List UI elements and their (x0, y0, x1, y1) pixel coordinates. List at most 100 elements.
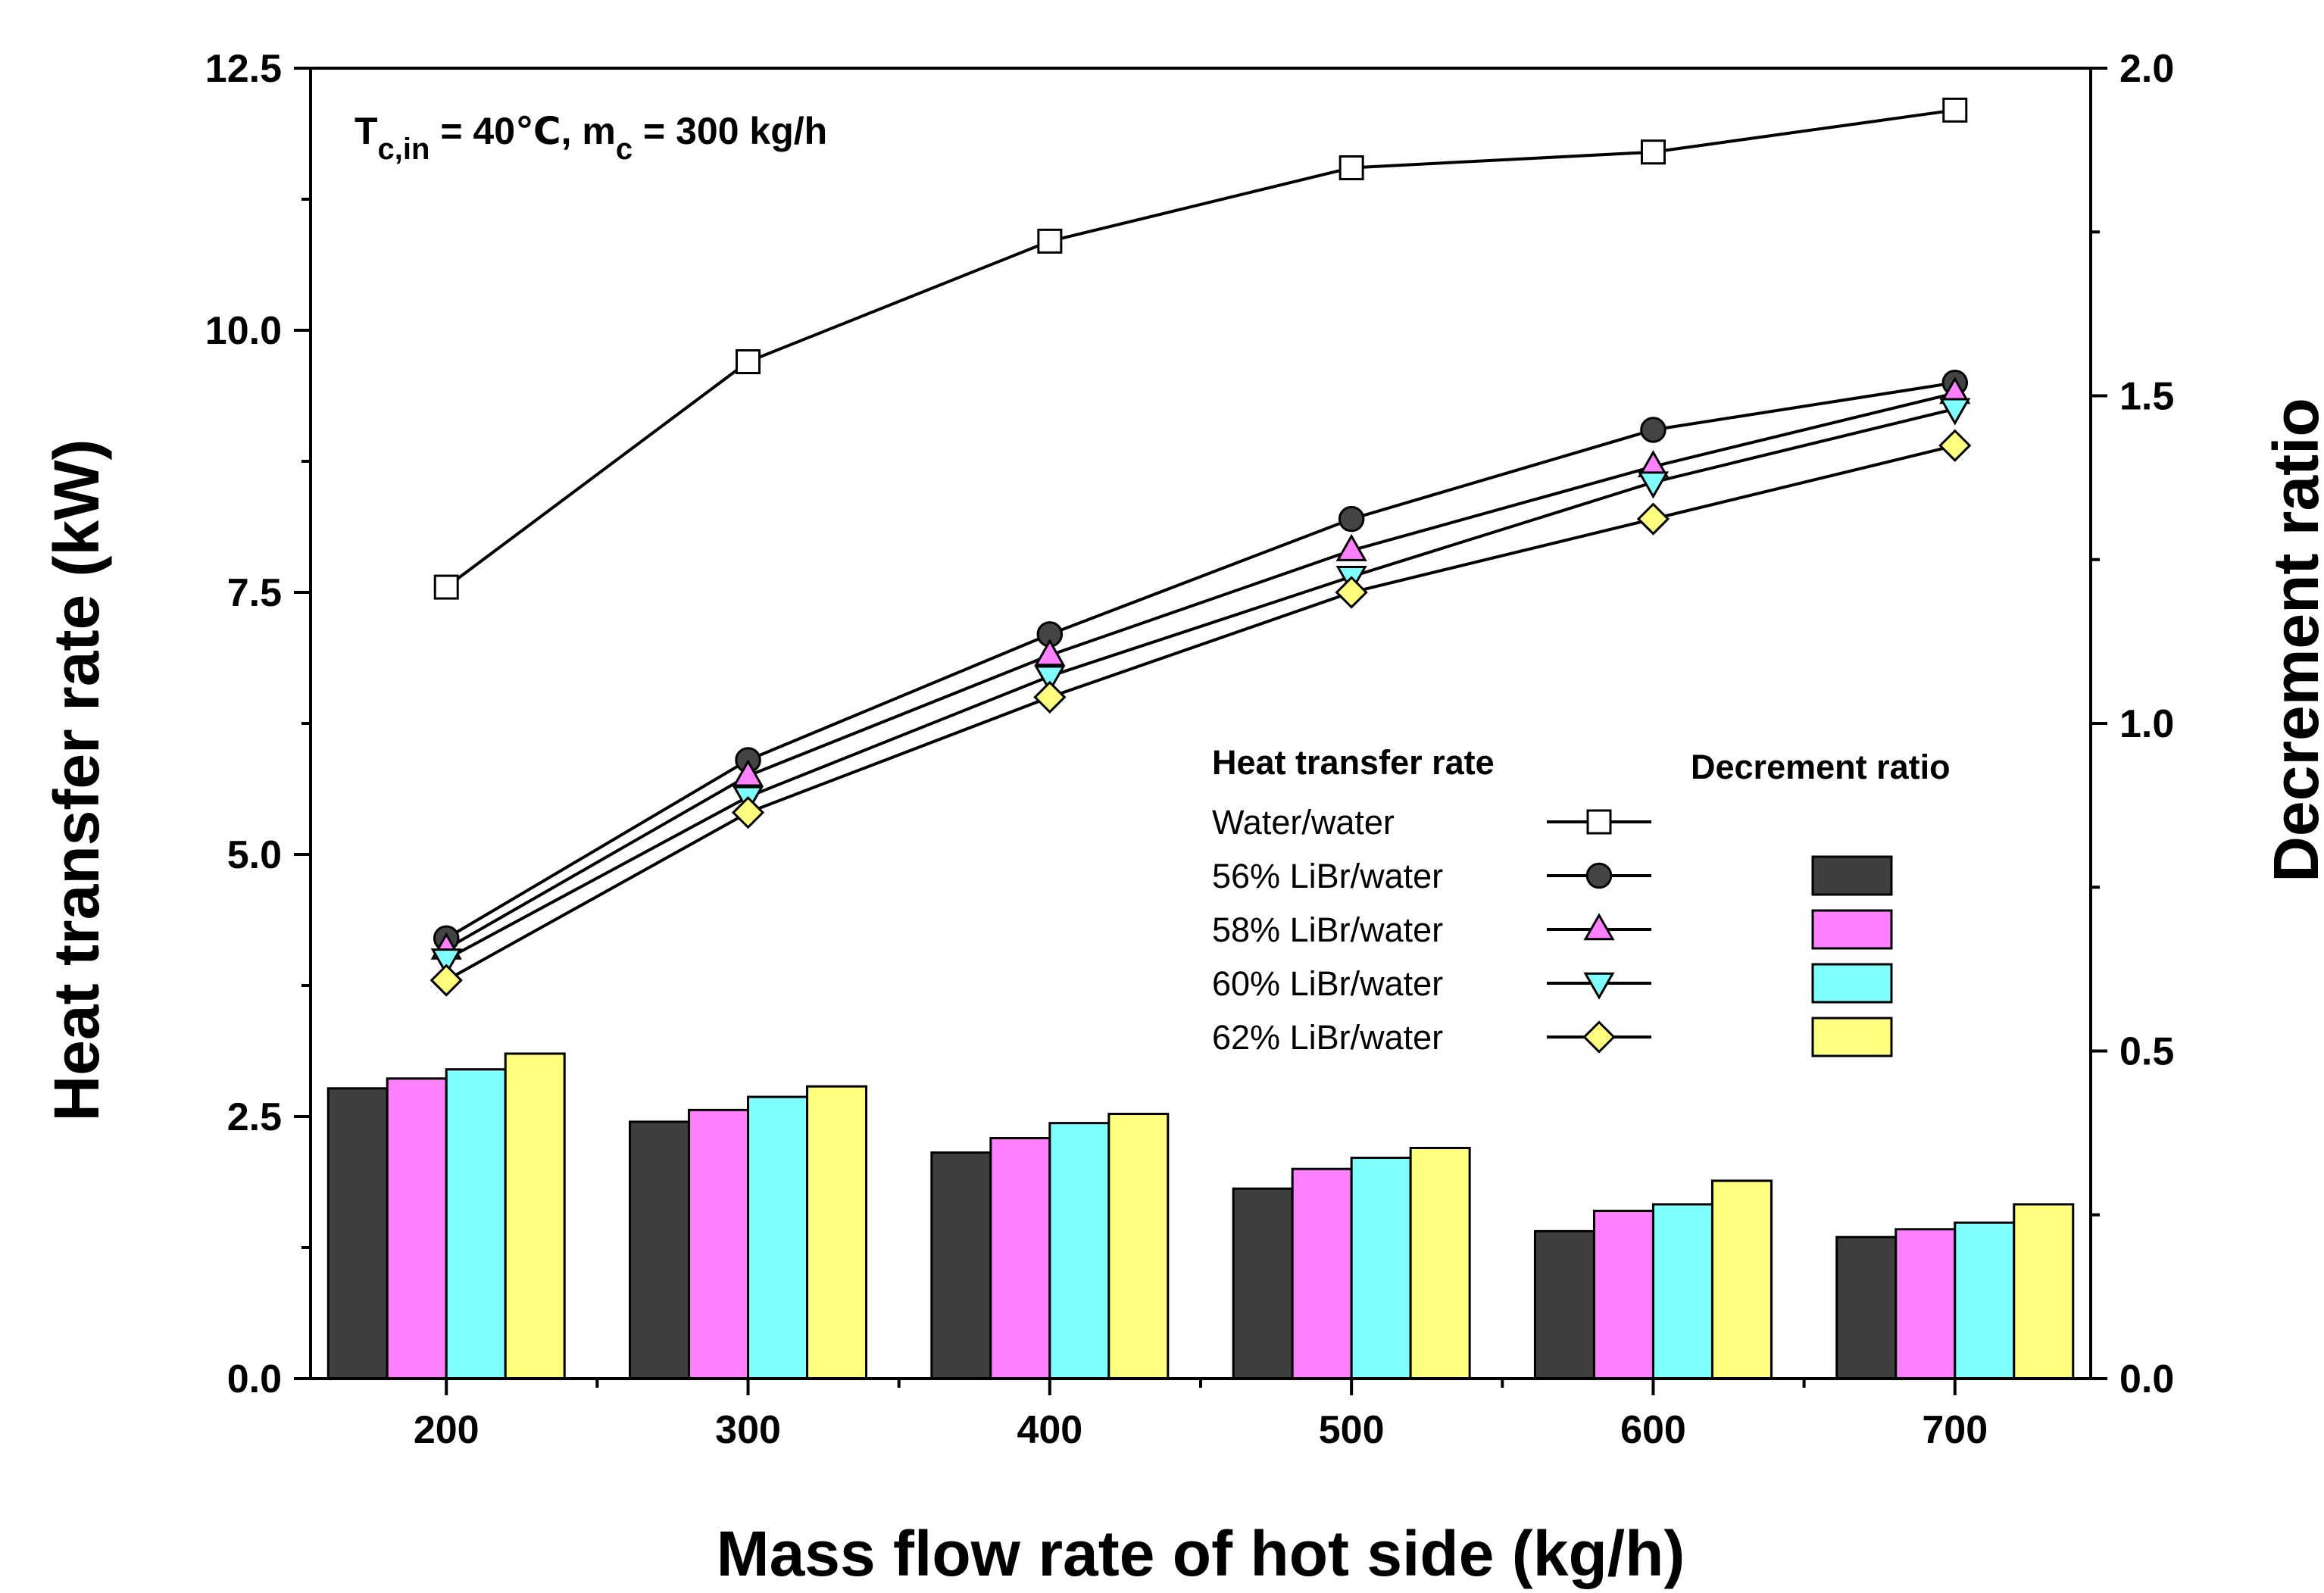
y-right-axis-title: Decrement ratio (2260, 398, 2324, 882)
point-60-libr-water-600 (1637, 471, 1670, 499)
plot-frame (309, 67, 2092, 1380)
y-right-tick-label: 0.5 (2119, 1030, 2174, 1074)
legend-marker-60-libr-water (1583, 972, 1615, 1000)
point-58-libr-water-500 (1335, 533, 1367, 561)
m-value: = 300 kg/h (633, 110, 827, 152)
point-58-libr-water-300 (732, 759, 764, 787)
point-60-libr-water-400 (1034, 665, 1066, 693)
y-right-tick-label: 0.0 (2119, 1357, 2174, 1401)
lines-layer (445, 108, 1956, 982)
point-58-libr-water-400 (1034, 639, 1066, 667)
point-62-libr-water-400 (1033, 680, 1067, 714)
bar-56-libr-water-600 (1533, 1229, 1595, 1380)
x-tick-label: 700 (1922, 1408, 1988, 1452)
y-left-tick-label: 0.0 (227, 1357, 282, 1401)
bar-62-libr-water-400 (1107, 1113, 1170, 1380)
bars-layer (326, 1052, 2075, 1380)
bar-62-libr-water-600 (1710, 1179, 1773, 1380)
legend-marker-56-libr-water (1585, 862, 1613, 889)
legend-label-60-libr-water: 60% LiBr/water (1212, 964, 1443, 1003)
bar-60-libr-water-300 (747, 1095, 809, 1380)
line-62-libr-water (445, 444, 1956, 982)
line-60-libr-water (445, 407, 1956, 961)
m-subscript: c (616, 133, 633, 166)
bar-60-libr-water-600 (1651, 1203, 1713, 1380)
bar-62-libr-water-500 (1409, 1147, 1471, 1380)
line-56-libr-water (445, 381, 1956, 940)
point-water-water-500 (1338, 155, 1364, 180)
y-left-axis-title: Heat transfer rate (kW) (41, 439, 112, 1122)
legend: Heat transfer rate Decrement ratio Water… (1212, 743, 1951, 1057)
point-water-water-300 (736, 349, 761, 375)
x-tick-label: 300 (715, 1408, 781, 1452)
y-right-tick-label: 2.0 (2119, 47, 2174, 91)
bar-60-libr-water-400 (1048, 1122, 1110, 1380)
markers-layer (430, 97, 1972, 997)
bar-62-libr-water-700 (2013, 1203, 2075, 1380)
y-left-tick-label: 5.0 (227, 833, 282, 877)
legend-label-62-libr-water: 62% LiBr/water (1212, 1018, 1443, 1057)
legend-heading-lines: Heat transfer rate (1212, 743, 1495, 782)
point-62-libr-water-300 (731, 796, 765, 829)
legend-label-water-water: Water/water (1212, 803, 1395, 842)
point-56-libr-water-600 (1640, 417, 1666, 443)
line-58-libr-water (445, 392, 1956, 951)
t-symbol: T (355, 110, 378, 152)
bar-58-libr-water-600 (1592, 1210, 1654, 1380)
t-subscript: c,in (378, 133, 430, 166)
bar-60-libr-water-500 (1350, 1156, 1412, 1380)
point-water-water-700 (1942, 97, 1968, 123)
legend-swatch-56-libr-water (1811, 855, 1893, 896)
bar-56-libr-water-400 (930, 1151, 992, 1380)
bar-60-libr-water-200 (445, 1068, 507, 1380)
bar-58-libr-water-300 (688, 1108, 750, 1380)
legend-swatch-58-libr-water (1811, 909, 1893, 950)
point-62-libr-water-600 (1636, 502, 1670, 536)
bar-56-libr-water-500 (1232, 1187, 1294, 1380)
legend-label-56-libr-water: 56% LiBr/water (1212, 857, 1443, 895)
bar-56-libr-water-700 (1835, 1235, 1898, 1380)
x-tick-label: 400 (1017, 1408, 1082, 1452)
y-right-tick-label: 1.0 (2119, 702, 2174, 746)
legend-swatch-62-libr-water (1811, 1017, 1893, 1057)
bar-62-libr-water-200 (504, 1052, 566, 1380)
legend-marker-water-water (1586, 809, 1612, 835)
point-62-libr-water-200 (430, 964, 463, 997)
y-left-tick-label: 10.0 (205, 309, 282, 353)
legend-marker-62-libr-water (1582, 1020, 1616, 1054)
point-water-water-200 (433, 574, 459, 600)
y-right-tick-labels: 0.0 0.5 1.0 1.5 2.0 (2119, 47, 2174, 1401)
x-tick-label: 600 (1620, 1408, 1686, 1452)
y-left-tick-label: 7.5 (227, 571, 282, 615)
bar-62-libr-water-300 (806, 1085, 868, 1380)
bar-58-libr-water-200 (386, 1077, 448, 1380)
x-tick-labels: 200 300 400 500 600 700 (414, 1408, 1988, 1452)
legend-swatch-60-libr-water (1811, 963, 1893, 1004)
bar-56-libr-water-200 (326, 1087, 389, 1380)
line-water-water (445, 108, 1956, 589)
legend-label-58-libr-water: 58% LiBr/water (1212, 911, 1443, 949)
point-56-libr-water-500 (1338, 505, 1365, 533)
legend-heading-bars: Decrement ratio (1691, 748, 1951, 786)
point-water-water-600 (1640, 139, 1666, 165)
x-tick-label: 500 (1319, 1408, 1385, 1452)
bar-56-libr-water-300 (629, 1120, 691, 1380)
bar-58-libr-water-400 (989, 1137, 1051, 1380)
legend-rows: Water/water 56% LiBr/water 58% LiBr/water 6… (1212, 803, 1893, 1057)
legend-marker-58-libr-water (1583, 913, 1615, 941)
axes-layer (294, 67, 2107, 1395)
y-right-tick-label: 1.5 (2119, 375, 2174, 419)
bar-58-libr-water-700 (1894, 1228, 1957, 1380)
point-60-libr-water-200 (430, 948, 462, 976)
y-left-tick-label: 12.5 (205, 47, 282, 91)
t-value: = 40℃, m (430, 110, 615, 152)
point-water-water-400 (1037, 228, 1063, 254)
bar-60-libr-water-700 (1954, 1221, 2016, 1380)
x-tick-label: 200 (414, 1408, 479, 1452)
point-62-libr-water-500 (1335, 576, 1368, 609)
y-left-tick-labels: 0.0 2.5 5.0 7.5 10.0 12.5 (205, 47, 282, 1401)
condition-annotation: Tc,in = 40℃, mc = 300 kg/h (355, 110, 827, 166)
point-62-libr-water-700 (1938, 429, 1972, 462)
y-left-tick-label: 2.5 (227, 1095, 282, 1139)
